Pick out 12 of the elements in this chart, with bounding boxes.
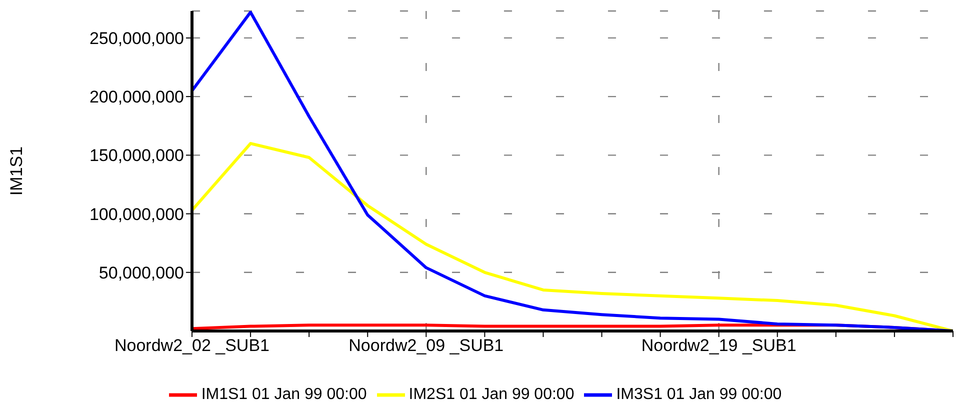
y-tick-label: 50,000,000 [98, 263, 184, 282]
x-tick-label: Noordw2_19 _SUB1 [641, 336, 796, 356]
y-tick-label: 200,000,000 [89, 88, 184, 107]
legend-label: IM2S1 01 Jan 99 00:00 [408, 386, 574, 404]
x-tick-label: Noordw2_09 _SUB1 [348, 336, 504, 356]
y-tick-label: 250,000,000 [89, 28, 184, 48]
legend-label: IM3S1 01 Jan 99 00:00 [616, 386, 782, 404]
y-tick-label: 100,000,000 [89, 204, 184, 224]
y-axis-title: IM1S1 [7, 146, 26, 196]
x-tick-label: Noordw2_02 _SUB1 [114, 336, 270, 356]
y-tick-label: 150,000,000 [89, 146, 184, 166]
legend-label: IM1S1 01 Jan 99 00:00 [201, 386, 367, 404]
